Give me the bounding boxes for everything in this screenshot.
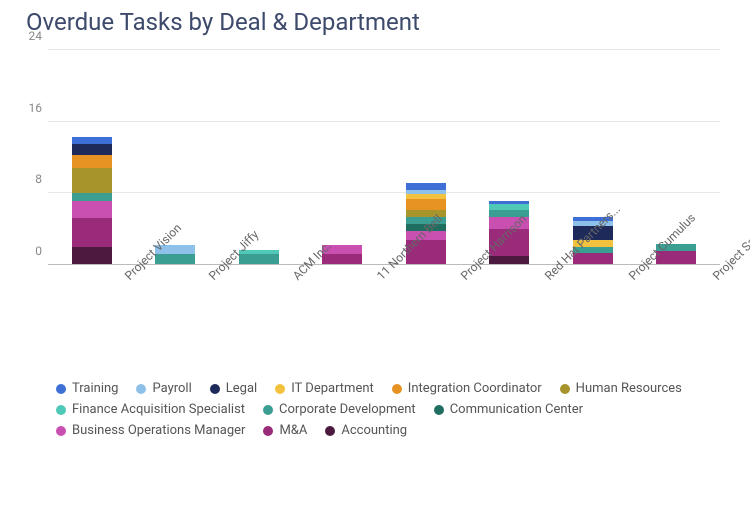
x-axis-labels: Project VisionProject JiffyACM Inc.11 No… [48,265,720,375]
legend-item[interactable]: Communication Center [434,402,583,417]
bar-segment[interactable] [72,144,112,155]
bar-column [301,50,385,265]
legend-swatch-icon [263,405,273,415]
legend-swatch-icon [136,384,146,394]
legend-label: Business Operations Manager [72,423,245,438]
bar-segment[interactable] [72,201,112,219]
x-axis-label: Project Jiffy [206,273,284,351]
legend-item[interactable]: IT Department [275,381,374,396]
bar-segment[interactable] [72,137,112,144]
y-tick-label: 8 [35,172,42,186]
y-tick-label: 0 [35,244,42,258]
legend-item[interactable]: Training [56,381,118,396]
legend-label: IT Department [291,381,374,396]
legend: Training Payroll Legal IT Department Integra… [56,381,710,438]
legend-item[interactable]: Legal [210,381,257,396]
bar-segment[interactable] [72,218,112,247]
bar-segment[interactable] [72,193,112,200]
legend-item[interactable]: Accounting [325,423,407,438]
y-axis: 081624 [22,50,46,265]
legend-label: Training [72,381,118,396]
y-tick-label: 16 [29,101,43,115]
bar-column [217,50,301,265]
legend-swatch-icon [392,384,402,394]
x-axis-label: Project Safe [710,273,750,351]
legend-item[interactable]: M&A [263,423,307,438]
x-axis-label: Red Hat Partners... [542,273,620,351]
legend-label: Payroll [152,381,191,396]
x-axis-label: 11 Northern Bell [374,273,452,351]
legend-swatch-icon [210,384,220,394]
legend-label: Communication Center [450,402,583,417]
x-axis-label: Project Harrison [458,273,536,351]
legend-label: Finance Acquisition Specialist [72,402,245,417]
legend-label: Legal [226,381,257,396]
legend-swatch-icon [560,384,570,394]
bar-segment[interactable] [72,155,112,168]
legend-label: Integration Coordinator [408,381,542,396]
bar-stack[interactable] [72,137,112,265]
bar-segment[interactable] [72,247,112,265]
legend-item[interactable]: Finance Acquisition Specialist [56,402,245,417]
x-axis-label: Project Cumulus [626,273,704,351]
legend-swatch-icon [56,405,66,415]
legend-swatch-icon [56,426,66,436]
legend-label: Accounting [341,423,407,438]
legend-swatch-icon [263,426,273,436]
chart-plot-area: 081624 [48,50,720,265]
chart-container: Overdue Tasks by Deal & Department 08162… [0,0,750,450]
bars-group [48,50,720,265]
legend-item[interactable]: Payroll [136,381,191,396]
bar-segment[interactable] [406,199,446,210]
x-axis-label: ACM Inc. [290,273,368,351]
legend-label: Corporate Development [279,402,416,417]
bar-segment[interactable] [406,183,446,190]
legend-swatch-icon [434,405,444,415]
bar-column [50,50,134,265]
chart-title: Overdue Tasks by Deal & Department [20,8,730,36]
legend-item[interactable]: Integration Coordinator [392,381,542,396]
y-tick-label: 24 [29,29,43,43]
x-axis-label: Project Vision [122,273,200,351]
legend-item[interactable]: Human Resources [560,381,682,396]
legend-item[interactable]: Business Operations Manager [56,423,245,438]
bar-segment[interactable] [406,210,446,217]
legend-swatch-icon [275,384,285,394]
legend-swatch-icon [325,426,335,436]
bar-segment[interactable] [72,168,112,193]
legend-label: Human Resources [576,381,682,396]
legend-item[interactable]: Corporate Development [263,402,416,417]
legend-swatch-icon [56,384,66,394]
legend-label: M&A [279,423,307,438]
